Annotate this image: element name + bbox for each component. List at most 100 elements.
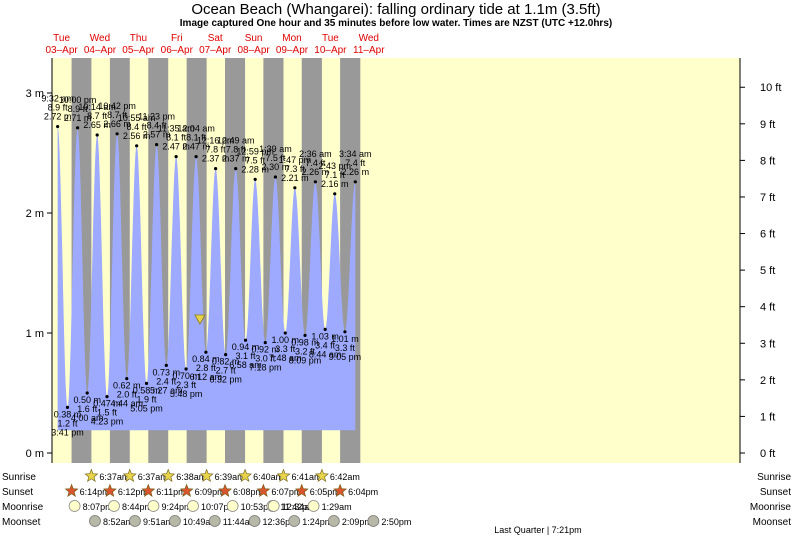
low-tide-label: 0.84 m xyxy=(192,354,220,364)
high-tide-label: 2.47 m xyxy=(162,142,190,152)
row-label-left: Moonset xyxy=(2,517,41,528)
high-tide-label: 8.4 ft xyxy=(127,122,148,132)
low-tide-label: 5:48 pm xyxy=(170,389,203,399)
sunrise-time: 6:42am xyxy=(330,472,360,482)
moonset-icon xyxy=(367,515,380,527)
sunset-time: 6:12pm xyxy=(118,487,148,497)
moonrise-time: 10:53pm xyxy=(241,502,276,512)
high-tide-label: 10:00 pm xyxy=(59,95,97,105)
low-tide-dot xyxy=(65,405,70,409)
low-tide-label: 0.47 m xyxy=(93,399,121,409)
high-tide-label: 2.65 m xyxy=(83,120,111,130)
row-label-right: Moonset xyxy=(753,517,792,528)
moonrise-icon xyxy=(108,500,120,512)
moonrise-icon xyxy=(187,500,199,512)
low-tide-label: 6:58 am xyxy=(229,360,262,370)
day-date: 05–Apr xyxy=(122,45,155,56)
high-tide-dot xyxy=(293,186,297,190)
high-tide-label: 7.8 ft xyxy=(206,145,227,155)
high-tide-label: 11:23 pm xyxy=(138,112,175,122)
high-tide-dot xyxy=(353,180,357,184)
low-tide-label: 8:44 am xyxy=(309,349,342,359)
day-date: 07–Apr xyxy=(199,45,232,56)
right-tick-label: 7 ft xyxy=(760,192,775,204)
row-label-right: Sunset xyxy=(760,487,791,498)
sunrise-icon xyxy=(122,468,137,482)
high-tide-label: 2.30 m xyxy=(262,162,290,172)
moonrise-icon xyxy=(307,500,320,512)
low-tide-label: 8:09 pm xyxy=(289,355,322,365)
high-tide-dot xyxy=(155,143,159,147)
moonset-time: 12:36pm xyxy=(263,517,298,527)
moonset-time: 2:09pm xyxy=(342,517,372,527)
low-tide-label: 1.00 m xyxy=(272,335,300,345)
day-name: Sun xyxy=(245,33,263,44)
high-tide-dot xyxy=(76,126,80,130)
moonrise-icon xyxy=(226,500,239,512)
high-tide-label: 10:55 am xyxy=(118,113,156,123)
low-tide-label: 0.82 m xyxy=(212,357,240,367)
low-tide-dot xyxy=(243,338,248,342)
high-tide-label: 2:43 pm xyxy=(318,161,351,171)
low-tide-label: 2.0 ft xyxy=(117,390,138,400)
right-tick-label: 10 ft xyxy=(760,82,781,94)
sunset-time: 6:04pm xyxy=(348,487,378,497)
row-label-right: Moonrise xyxy=(750,502,792,513)
sunrise-icon xyxy=(161,468,176,482)
day-labels: Tue03–AprWed04–AprThu05–AprFri06–AprSat0… xyxy=(45,33,385,56)
tide-curve xyxy=(57,126,356,431)
row-label-left: Sunset xyxy=(2,487,33,498)
high-tide-label: 2.28 m xyxy=(241,164,269,174)
high-tide-label: 7.3 ft xyxy=(285,164,306,174)
high-tide-label: 2.37 m xyxy=(222,154,250,164)
sunset-icon xyxy=(64,483,79,497)
low-tide-label: 3.0 ft xyxy=(255,354,276,364)
high-tide-label: 11:35 am xyxy=(158,124,195,134)
low-tide-label: 2.3 ft xyxy=(176,380,197,390)
low-tide-dot xyxy=(184,367,188,371)
high-tide-dot xyxy=(313,180,317,184)
low-tide-dot xyxy=(204,350,208,354)
moonrise-time: 11:42pm xyxy=(280,502,314,512)
chart-title: Ocean Beach (Whangarei): falling ordinar… xyxy=(191,1,600,18)
moonset-icon xyxy=(129,515,141,527)
day-date: 10–Apr xyxy=(314,45,347,56)
axes: 0 m 1 m 2 m 3 m 0 ft 1 ft 2 ft 3 ft 4 ft 5 ft 6 ft… xyxy=(26,58,781,463)
high-tide-label: 2.37 m xyxy=(202,154,230,164)
low-tide-dot xyxy=(283,331,287,335)
sunrise-time: 6:39am xyxy=(215,472,245,482)
low-tide-label: 6:12 am xyxy=(190,372,223,382)
sunset-icon xyxy=(179,483,194,497)
high-tide-label: 2.72 m xyxy=(44,112,72,122)
high-tide-label: 2:36 am xyxy=(299,149,332,159)
moonrise-time: 8:07pm xyxy=(83,502,113,512)
high-tide-dot xyxy=(95,133,99,137)
high-tide-dot xyxy=(135,144,139,148)
left-tick-label: 3 m xyxy=(26,88,44,100)
high-tide-label: 2.56 m xyxy=(123,131,151,141)
high-tide-label: 2.26 m xyxy=(302,167,330,177)
low-tide-label: 3:41 pm xyxy=(51,427,84,437)
day-name: Wed xyxy=(90,33,110,44)
high-tide-label: 7.5 ft xyxy=(265,153,286,163)
low-tide-label: 0.94 m xyxy=(232,342,260,352)
day-date: 04–Apr xyxy=(84,45,117,56)
high-tide-dot xyxy=(214,167,218,171)
low-tide-label: 1.03 m xyxy=(311,331,339,341)
sunrise-icon xyxy=(276,468,291,482)
high-tide-label: 2.71 m xyxy=(64,113,92,123)
left-tick-label: 2 m xyxy=(26,208,44,220)
low-tide-label: 1.9 ft xyxy=(137,394,158,404)
moonrise-icon xyxy=(267,500,280,512)
high-tide-label: 1:39 am xyxy=(259,144,292,154)
sunset-time: 6:14pm xyxy=(80,487,110,497)
sunrise-time: 6:37am xyxy=(99,472,129,482)
low-tide-label: 0.58 m xyxy=(133,385,161,395)
chart-subtitle: Image captured One hour and 35 minutes b… xyxy=(180,18,612,29)
right-tick-label: 5 ft xyxy=(760,265,775,277)
moonset-icon xyxy=(208,515,221,527)
low-tide-label: 4:23 pm xyxy=(91,417,124,427)
high-tide-label: 10:14 am xyxy=(78,102,116,112)
high-tide-label: 7.4 ft xyxy=(305,158,326,168)
sunset-time: 6:09pm xyxy=(195,487,225,497)
